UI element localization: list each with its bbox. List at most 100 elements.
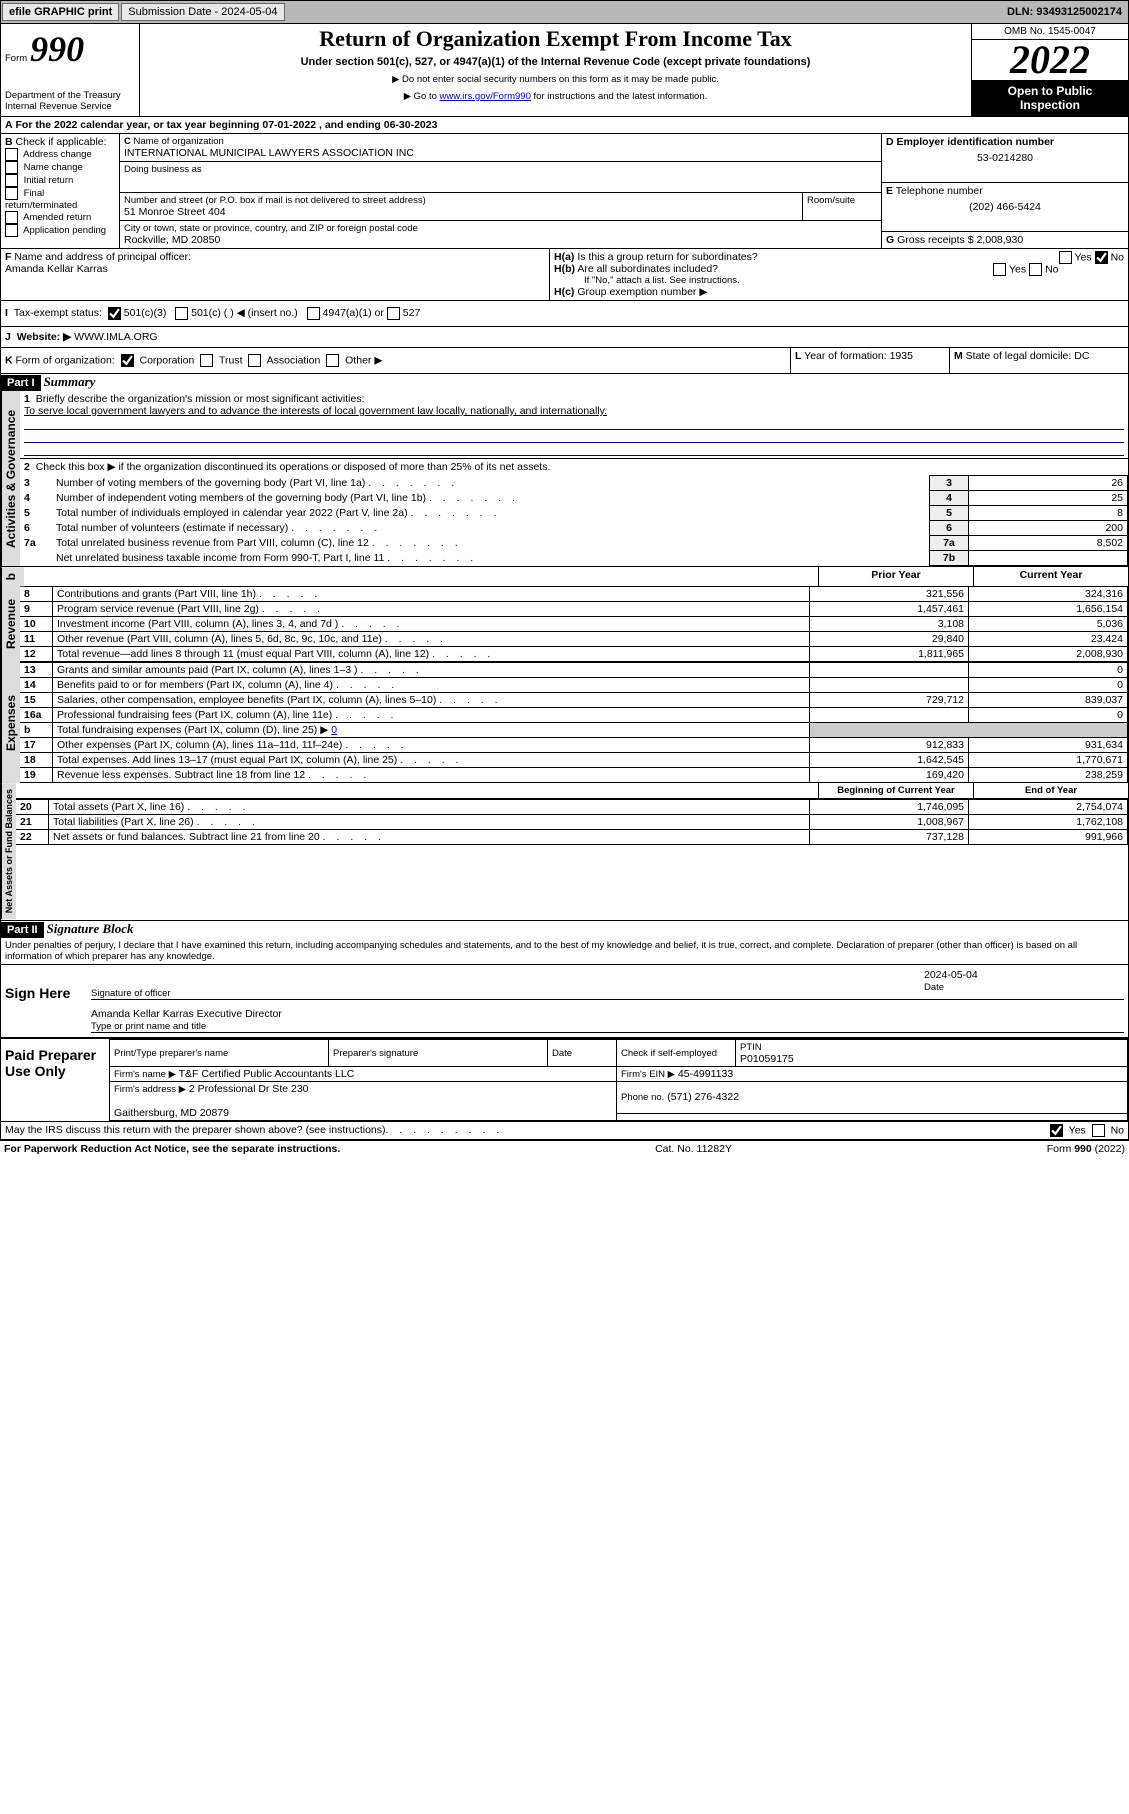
527-checkbox[interactable] — [387, 307, 400, 320]
other-checkbox[interactable] — [326, 354, 339, 367]
may-yes-checkbox[interactable] — [1050, 1124, 1063, 1137]
ptin-value: P01059175 — [740, 1053, 794, 1065]
type-name-label: Type or print name and title — [91, 1021, 206, 1032]
domicile-state: DC — [1074, 350, 1089, 362]
dept-label: Department of the Treasury — [5, 90, 135, 101]
b-checkbox[interactable] — [5, 224, 18, 237]
warn2: ▶ Go to www.irs.gov/Form990 for instruct… — [142, 91, 969, 102]
submission-date-box: Submission Date - 2024-05-04 — [121, 3, 284, 21]
form-footer: Form 990 (2022) — [1047, 1143, 1125, 1155]
hb-ifno: If "No," attach a list. See instructions… — [554, 275, 1124, 286]
part-i-header: Part I Summary — [1, 374, 1128, 391]
firm-ein: 45-4991133 — [678, 1068, 733, 1080]
dba-label: Doing business as — [124, 164, 877, 175]
hb-no-checkbox[interactable] — [1029, 263, 1042, 276]
warn1: ▶ Do not enter social security numbers o… — [142, 74, 969, 85]
mission-text: To serve local government lawyers and to… — [24, 405, 607, 417]
city-label: City or town, state or province, country… — [124, 223, 877, 234]
website-value: WWW.IMLA.ORG — [74, 331, 157, 343]
paid-preparer-label: Paid Preparer Use Only — [1, 1039, 109, 1121]
assoc-checkbox[interactable] — [248, 354, 261, 367]
corp-checkbox[interactable] — [121, 354, 134, 367]
ptin-label: PTIN — [740, 1042, 762, 1053]
may-no-checkbox[interactable] — [1092, 1124, 1105, 1137]
side-expenses: Expenses — [1, 662, 20, 783]
selfemp-label: Check if self-employed — [621, 1048, 717, 1059]
date-header: Date — [552, 1048, 572, 1059]
b-title: Check if applicable: — [16, 136, 107, 148]
prior-year-header: Prior Year — [818, 567, 973, 586]
dln-label: DLN: 93493125002174 — [1001, 4, 1128, 20]
declaration-text: Under penalties of perjury, I declare th… — [1, 938, 1128, 965]
side-activities: Activities & Governance — [1, 391, 20, 566]
k-label: Form of organization: — [16, 354, 115, 366]
trust-checkbox[interactable] — [200, 354, 213, 367]
may-discuss: May the IRS discuss this return with the… — [5, 1124, 386, 1137]
sig-date: 2024-05-04 — [924, 969, 1124, 981]
ein-label: Employer identification number — [897, 136, 1055, 148]
line-a: A For the 2022 calendar year, or tax yea… — [0, 117, 1129, 134]
irs-link[interactable]: www.irs.gov/Form990 — [440, 91, 531, 102]
eoy-header: End of Year — [973, 783, 1128, 798]
gross-value: 2,008,930 — [976, 234, 1023, 246]
501c3-checkbox[interactable] — [108, 307, 121, 320]
identity-block: B Check if applicable: Address change Na… — [0, 134, 1129, 249]
i-label: Tax-exempt status: — [14, 307, 102, 320]
b-checkbox[interactable] — [5, 174, 18, 187]
firm-addr2: Gaithersburg, MD 20879 — [114, 1107, 229, 1119]
b-checkbox[interactable] — [5, 211, 18, 224]
tel-value: (202) 466-5424 — [886, 201, 1124, 213]
hc-label: Group exemption number ▶ — [577, 286, 707, 298]
subtitle: Under section 501(c), 527, or 4947(a)(1)… — [142, 56, 969, 68]
tax-year: 2022 — [972, 40, 1128, 80]
firm-name: T&F Certified Public Accountants LLC — [179, 1068, 355, 1080]
irs-label: Internal Revenue Service — [5, 101, 135, 112]
gross-label: Gross receipts $ — [897, 234, 973, 246]
l1-label: Briefly describe the organization's miss… — [36, 393, 365, 405]
header: Form 990 Department of the Treasury Inte… — [0, 24, 1129, 117]
current-year-header: Current Year — [973, 567, 1128, 586]
efile-button[interactable]: efile GRAPHIC print — [2, 3, 119, 21]
form-number: 990 — [30, 29, 84, 69]
501c-checkbox[interactable] — [175, 307, 188, 320]
formation-year: 1935 — [890, 350, 913, 362]
inspection-badge: Open to PublicInspection — [972, 80, 1128, 116]
b-checkbox[interactable] — [5, 187, 18, 200]
f-label: Name and address of principal officer: — [14, 251, 191, 263]
street: 51 Monroe Street 404 — [124, 206, 798, 218]
line-i: I Tax-exempt status: 501(c)(3) 501(c) ( … — [0, 301, 1129, 327]
b-checkbox[interactable] — [5, 161, 18, 174]
l-label: Year of formation: — [804, 350, 887, 362]
pt-header: Print/Type preparer's name — [114, 1048, 228, 1059]
date-label: Date — [924, 982, 944, 993]
pra-notice: For Paperwork Reduction Act Notice, see … — [4, 1143, 340, 1155]
sig-officer-label: Signature of officer — [91, 988, 171, 999]
street-label: Number and street (or P.O. box if mail i… — [124, 195, 798, 206]
line-j: J Website: ▶ WWW.IMLA.ORG — [0, 327, 1129, 348]
l2-text: Check this box ▶ if the organization dis… — [36, 461, 551, 473]
boy-header: Beginning of Current Year — [818, 783, 973, 798]
sign-here-label: Sign Here — [1, 965, 79, 1037]
hb-label: Are all subordinates included? — [577, 263, 718, 275]
ha-label: Is this a group return for subordinates? — [577, 251, 757, 263]
addr-label: Firm's address ▶ — [114, 1084, 186, 1095]
firm-phone: (571) 276-4322 — [667, 1091, 739, 1103]
side-revenue: Revenue — [1, 586, 20, 662]
ha-yes-checkbox[interactable] — [1059, 251, 1072, 264]
city: Rockville, MD 20850 — [124, 234, 877, 246]
firm-addr: 2 Professional Dr Ste 230 — [189, 1083, 309, 1095]
b-checkbox[interactable] — [5, 148, 18, 161]
klm-block: K Form of organization: Corporation Trus… — [0, 348, 1129, 374]
hb-yes-checkbox[interactable] — [993, 263, 1006, 276]
side-bold: b — [1, 567, 24, 586]
fh-block: F Name and address of principal officer:… — [0, 249, 1129, 301]
4947-checkbox[interactable] — [307, 307, 320, 320]
form-label: Form — [5, 53, 27, 64]
page-title: Return of Organization Exempt From Incom… — [142, 26, 969, 52]
ein-label2: Firm's EIN ▶ — [621, 1069, 675, 1080]
phone-label: Phone no. — [621, 1092, 664, 1103]
side-netassets: Net Assets or Fund Balances — [1, 783, 16, 919]
ha-no-checkbox[interactable] — [1095, 251, 1108, 264]
ps-header: Preparer's signature — [333, 1048, 418, 1059]
officer-name: Amanda Kellar Karras — [5, 263, 108, 275]
